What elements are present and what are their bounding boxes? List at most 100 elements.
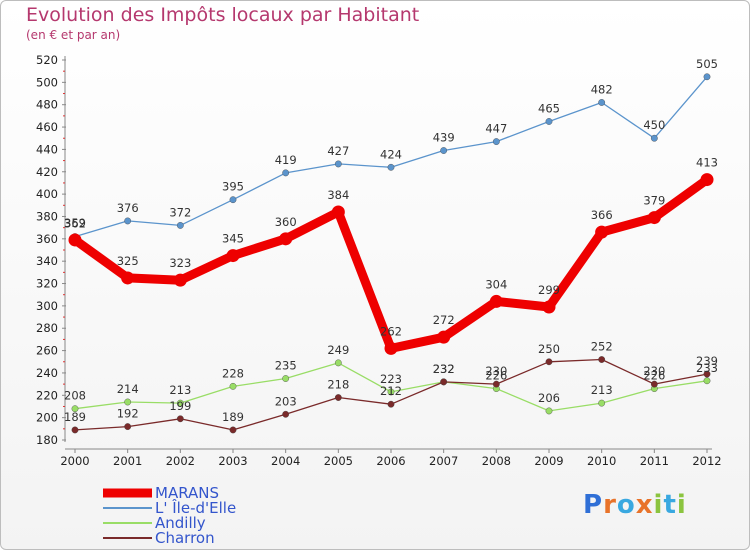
x-tick-label: 2002 xyxy=(166,454,195,468)
data-point xyxy=(384,341,398,355)
x-tick-label: 2003 xyxy=(218,454,247,468)
data-point xyxy=(387,400,395,408)
chart-subtitle: (en € et par an) xyxy=(26,28,121,42)
data-label: 419 xyxy=(275,153,297,167)
legend-label: Andilly xyxy=(155,514,206,532)
data-label: 439 xyxy=(433,131,455,145)
data-label: 214 xyxy=(117,382,139,396)
data-point xyxy=(124,423,132,430)
data-point xyxy=(650,380,658,388)
y-tick-label: 480 xyxy=(36,98,58,112)
legend-label: Charron xyxy=(155,529,215,547)
data-point xyxy=(650,134,658,142)
data-label: 447 xyxy=(485,122,507,136)
data-label: 230 xyxy=(643,364,665,378)
data-label: 384 xyxy=(327,188,349,202)
data-point xyxy=(121,271,135,285)
data-label: 213 xyxy=(169,383,191,397)
data-point xyxy=(598,356,606,363)
data-point xyxy=(440,147,448,154)
data-point xyxy=(229,382,237,390)
data-label: 250 xyxy=(538,342,560,356)
y-tick-label: 400 xyxy=(36,187,58,201)
data-label: 249 xyxy=(327,343,349,357)
data-label: 505 xyxy=(696,57,718,71)
data-label: 450 xyxy=(643,118,665,132)
data-label: 239 xyxy=(696,354,718,368)
x-tick-label: 2010 xyxy=(587,454,616,468)
axes: 180 200 220 240 260 280 300 320 340 360 380 400 420 4… xyxy=(36,53,722,468)
data-point xyxy=(545,358,553,366)
data-point xyxy=(282,375,290,382)
logo-letter: P xyxy=(583,490,604,520)
data-label: 218 xyxy=(327,378,349,392)
data-label: 362 xyxy=(64,217,86,231)
data-point xyxy=(647,211,661,225)
chart-title: Evolution des Impôts locaux par Habitant xyxy=(26,4,420,26)
logo-letter: x xyxy=(635,490,654,520)
y-tick-label: 220 xyxy=(36,388,58,402)
data-label: 226 xyxy=(485,369,507,383)
x-tick-label: 2008 xyxy=(482,454,511,468)
data-label: 372 xyxy=(169,205,191,219)
y-tick-label: 360 xyxy=(36,232,58,246)
data-point xyxy=(703,370,711,378)
series-layer xyxy=(68,73,714,434)
y-tick-label: 520 xyxy=(36,53,58,67)
legend-label: L' Île-d'Elle xyxy=(155,498,236,517)
data-point xyxy=(176,222,184,229)
logo-letter: o xyxy=(616,490,636,520)
data-point xyxy=(68,233,82,247)
data-point xyxy=(334,359,342,367)
data-point xyxy=(229,196,237,204)
logo-letter: t xyxy=(663,490,677,520)
data-point xyxy=(545,118,553,125)
data-label: 233 xyxy=(696,361,718,375)
data-label: 212 xyxy=(380,384,402,398)
data-point xyxy=(279,232,293,246)
data-label: 413 xyxy=(696,156,718,170)
x-tick-label: 2001 xyxy=(113,454,142,468)
x-tick-label: 2011 xyxy=(640,454,669,468)
logo-letter: r xyxy=(603,490,617,520)
x-tick-label: 2000 xyxy=(60,454,89,468)
data-point xyxy=(387,163,395,171)
data-label: 299 xyxy=(538,283,560,297)
data-label: 379 xyxy=(643,194,665,208)
data-label: 325 xyxy=(117,254,139,268)
data-label: 360 xyxy=(275,215,297,229)
data-label: 203 xyxy=(275,394,297,408)
data-point xyxy=(703,377,711,385)
data-label: 272 xyxy=(433,313,455,327)
x-tick-label: 2007 xyxy=(429,454,458,468)
data-point xyxy=(437,330,451,344)
y-tick-label: 260 xyxy=(36,344,58,358)
data-label: 226 xyxy=(643,369,665,383)
data-label: 208 xyxy=(64,389,86,403)
y-tick-label: 420 xyxy=(36,165,58,179)
data-point xyxy=(489,294,503,308)
proxiti-logo: Proxiti xyxy=(583,490,687,520)
data-label: 192 xyxy=(117,407,139,421)
data-label: 395 xyxy=(222,180,244,194)
data-point xyxy=(440,378,448,386)
x-tick-label: 2006 xyxy=(376,454,405,468)
data-point xyxy=(226,249,240,263)
y-tick-label: 300 xyxy=(36,299,58,313)
data-label: 345 xyxy=(222,232,244,246)
y-tick-label: 440 xyxy=(36,142,58,156)
y-tick-label: 500 xyxy=(36,75,58,89)
data-label: 366 xyxy=(591,208,613,222)
y-tick-label: 340 xyxy=(36,254,58,268)
data-point xyxy=(176,399,184,407)
data-point xyxy=(331,205,345,219)
y-tick-label: 240 xyxy=(36,366,58,380)
data-label: 189 xyxy=(222,410,244,424)
data-point xyxy=(387,388,395,396)
data-point xyxy=(700,173,714,187)
x-tick-label: 2009 xyxy=(534,454,563,468)
data-label: 232 xyxy=(433,362,455,376)
data-label: 482 xyxy=(591,82,613,96)
data-point xyxy=(173,273,187,287)
